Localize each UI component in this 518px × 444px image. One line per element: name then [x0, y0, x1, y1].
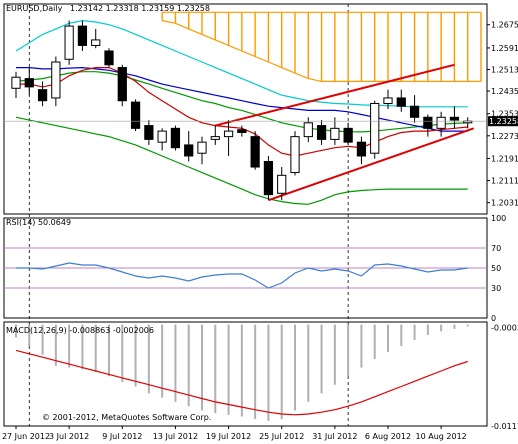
candle-body — [51, 61, 61, 99]
candle-body — [423, 116, 433, 129]
date-tick-label: 10 Aug 2012 — [416, 432, 467, 441]
candle-body — [277, 174, 287, 194]
candle-body — [24, 78, 34, 88]
axes: 1.26750 1.25910 1.25130 1.24350 1.23530 1.227… — [2, 21, 518, 441]
date-tick-label: 25 Jul 2012 — [259, 432, 304, 441]
channel-lower-line — [268, 127, 475, 202]
candle-body — [37, 89, 48, 102]
bollinger-upper-line — [15, 19, 468, 108]
rsi-tick-label: 70 — [491, 244, 501, 253]
candle-body — [210, 136, 220, 140]
rsi-tick-label: 30 — [491, 284, 501, 293]
candle-body — [383, 97, 393, 104]
candle-body — [223, 130, 234, 138]
candle-body — [356, 141, 367, 157]
candle-body — [237, 129, 247, 133]
price-tick-label: 1.25130 — [491, 65, 518, 74]
candle-body — [77, 25, 88, 46]
rsi-tick-label: 100 — [491, 214, 506, 223]
date-tick-label: 13 Jul 2012 — [153, 432, 198, 441]
candle-body — [197, 141, 207, 154]
candle-body — [396, 97, 406, 107]
candle-body — [184, 144, 194, 157]
candle-body — [64, 25, 74, 60]
candle-body — [330, 127, 340, 140]
date-tick-label: 9 Jul 2012 — [102, 432, 142, 441]
macd-pane — [15, 324, 469, 421]
candle-body — [303, 122, 313, 138]
price-tick-label: 1.23530 — [491, 110, 518, 119]
kumo-lower-line — [161, 20, 481, 83]
channel-upper-line — [215, 63, 455, 127]
chart-frame — [3, 3, 488, 427]
rsi-label: RSI(14) 50.0649 — [6, 218, 71, 227]
candle-body — [104, 50, 114, 66]
macd-tick-label: -0.00034 — [491, 324, 518, 333]
rsi-line — [16, 262, 468, 289]
current-price-box — [488, 116, 518, 127]
candle-body — [290, 136, 300, 174]
candle-body — [117, 67, 127, 102]
candle-body — [91, 39, 101, 46]
price-tick-label: 1.26750 — [491, 21, 518, 30]
date-tick-label: 19 Jul 2012 — [206, 432, 251, 441]
date-tick-label: 6 Aug 2012 — [365, 432, 411, 441]
price-tick-label: 1.21910 — [491, 154, 518, 163]
price-tick-label: 1.20310 — [491, 199, 518, 208]
candle-body — [316, 125, 327, 140]
candle-body — [263, 161, 274, 196]
bollinger-lower-line — [15, 116, 468, 205]
candle-body — [370, 102, 380, 154]
rsi-pane — [4, 247, 487, 289]
candle-body — [409, 105, 420, 118]
price-tick-label: 1.21110 — [491, 177, 518, 186]
current-price-label: 1.23258 — [489, 117, 518, 126]
rsi-tick-label: 50 — [491, 264, 501, 273]
candle-body — [343, 127, 353, 143]
price-tick-label: 1.24350 — [491, 87, 518, 96]
macd-pane-border — [3, 321, 488, 427]
symbol-label: EURUSD,Daily — [6, 4, 63, 13]
macd-tick-label: -0.01178 — [491, 422, 518, 431]
candle-body — [11, 76, 21, 89]
candle-body — [436, 116, 446, 129]
candle-body — [250, 136, 260, 168]
date-tick-label: 27 Jun 2012 — [2, 432, 50, 441]
date-tick-label: 3 Jul 2012 — [49, 432, 89, 441]
candle-body — [144, 125, 154, 140]
rsi-tick-label: 0 — [491, 314, 496, 323]
candle-body — [157, 130, 167, 143]
copyright-text: © 2001-2012, MetaQuotes Software Corp. — [42, 413, 211, 422]
price-pane — [4, 11, 487, 205]
price-tick-label: 1.25910 — [491, 44, 518, 53]
header-ohlc: 1.23142 1.23318 1.23159 1.23258 — [70, 4, 210, 13]
candle-body — [449, 116, 460, 121]
bollinger-middle-line — [15, 71, 468, 133]
price-tick-label: 1.22730 — [491, 132, 518, 141]
macd-signal-line — [15, 349, 468, 416]
macd-label: MACD(12,26,9) -0.008863 -0.002006 — [6, 326, 154, 335]
date-tick-label: 31 Jul 2012 — [312, 432, 357, 441]
candle-body — [130, 101, 141, 129]
candle-body — [170, 127, 181, 149]
